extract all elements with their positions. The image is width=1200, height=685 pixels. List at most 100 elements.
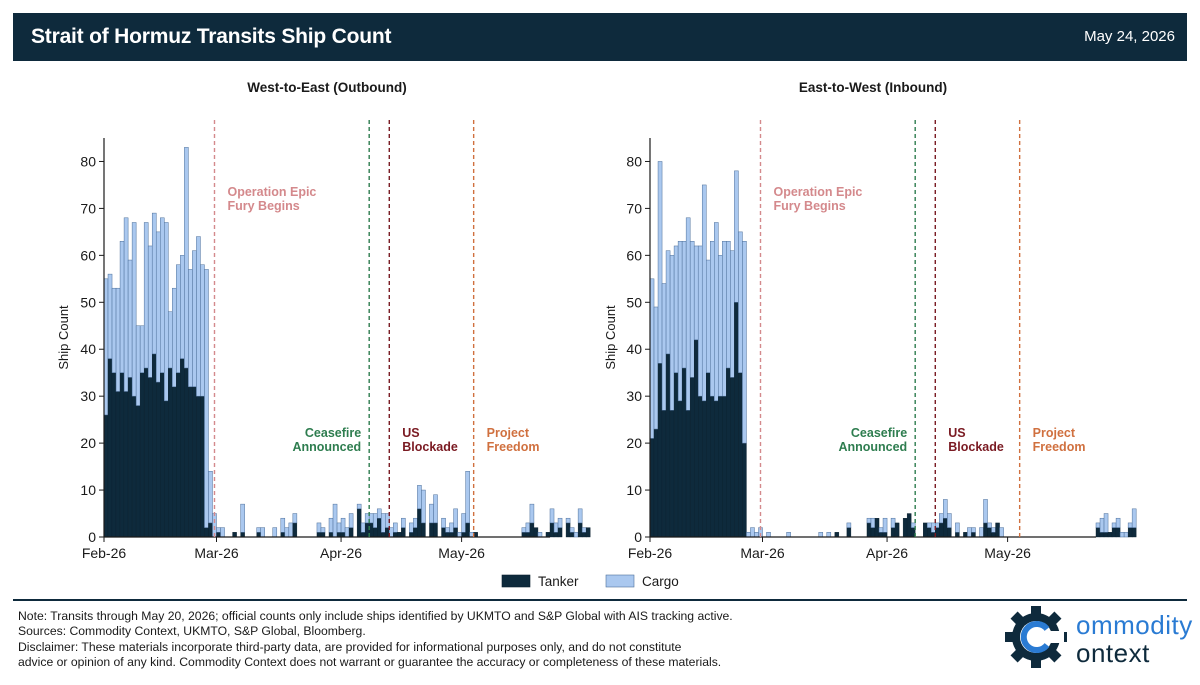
cargo-bar-1 (754, 532, 759, 538)
footer-divider (13, 599, 1187, 601)
cargo-bar-1 (1131, 508, 1137, 528)
event-label-line: Fury Begins (227, 199, 299, 213)
tanker-bar-1 (685, 410, 691, 538)
cargo-bar-0 (465, 471, 470, 524)
tanker-bar-1 (1131, 527, 1137, 538)
cargo-bar-1 (987, 522, 992, 528)
tanker-bar-1 (947, 527, 952, 538)
tanker-bar-0 (168, 367, 173, 538)
chart-title-0: West-to-East (Outbound) (247, 80, 406, 95)
cargo-bar-0 (372, 513, 378, 528)
cargo-bar-0 (360, 522, 366, 533)
tanker-bar-0 (417, 508, 422, 538)
event-label-0: US Blockade (402, 426, 458, 454)
event-label-line: Operation Epic (227, 185, 316, 199)
tanker-bar-1 (689, 377, 695, 538)
cargo-bar-0 (135, 325, 141, 406)
cargo-bar-0 (401, 517, 406, 528)
tanker-bar-0 (164, 400, 169, 538)
cargo-bar-0 (417, 485, 422, 510)
tanker-bar-0 (123, 391, 129, 538)
tanker-bar-1 (657, 363, 663, 538)
tanker-bar-0 (393, 532, 398, 538)
cargo-bar-1 (971, 527, 976, 533)
cargo-bar-0 (525, 522, 531, 533)
tanker-bar-1 (734, 302, 739, 538)
tanker-bar-1 (702, 400, 707, 538)
cargo-bar-1 (697, 245, 703, 397)
tanker-bar-0 (465, 522, 470, 538)
x-tick-label-1: May-26 (984, 545, 1031, 561)
cargo-bar-0 (188, 269, 193, 388)
tanker-bar-1 (894, 522, 900, 538)
tanker-bar-1 (649, 438, 655, 538)
tanker-bar-1 (1099, 532, 1105, 538)
cargo-bar-0 (208, 471, 213, 524)
tanker-bar-0 (336, 532, 342, 538)
cargo-bar-0 (204, 269, 209, 528)
y-tick-label-1: 60 (626, 247, 642, 263)
cargo-bar-1 (681, 241, 687, 369)
cargo-bar-1 (669, 255, 675, 411)
x-tick-label-0: Apr-26 (320, 545, 362, 561)
tanker-bar-0 (200, 395, 205, 538)
cargo-bar-1 (1111, 522, 1117, 528)
cargo-bar-0 (445, 527, 450, 533)
cargo-bar-0 (332, 503, 338, 538)
tanker-bar-1 (718, 395, 723, 538)
tanker-bar-0 (196, 395, 201, 538)
event-label-1: Operation Epic Fury Begins (773, 185, 862, 213)
tanker-bar-1 (661, 410, 667, 538)
event-label-0: Ceasefire Announced (292, 426, 361, 454)
cargo-bar-0 (356, 503, 362, 510)
cargo-bar-0 (449, 522, 454, 533)
cargo-bar-0 (172, 287, 177, 388)
event-label-line: Project (1033, 426, 1076, 440)
cargo-bar-1 (1103, 513, 1109, 533)
chart-title-1: East-to-West (Inbound) (799, 80, 947, 95)
event-label-1: US Blockade (948, 426, 1004, 454)
tanker-bar-1 (874, 518, 880, 538)
cargo-bar-1 (742, 241, 747, 444)
tanker-bar-1 (943, 518, 948, 538)
cargo-bar-0 (220, 527, 225, 538)
tanker-bar-0 (208, 522, 213, 538)
cargo-bar-1 (1127, 522, 1133, 528)
y-tick-label-0: 10 (80, 482, 96, 498)
tanker-bar-0 (147, 377, 153, 538)
tanker-bar-0 (232, 532, 237, 538)
event-label-line: Operation Epic (773, 185, 862, 199)
cargo-bar-1 (722, 241, 727, 397)
event-label-1: Project Freedom (1033, 426, 1086, 454)
tanker-bar-0 (445, 532, 450, 538)
tanker-bar-0 (373, 527, 378, 538)
tanker-bar-0 (401, 527, 406, 538)
cargo-bar-0 (155, 231, 161, 383)
tanker-bar-1 (698, 395, 703, 538)
cargo-bar-0 (139, 325, 145, 373)
y-axis-label-1: Ship Count (603, 305, 618, 370)
cargo-bar-1 (882, 517, 888, 533)
disclaimer-line-2: advice or opinion of any kind. Commodity… (18, 655, 722, 670)
cargo-bar-0 (240, 503, 245, 533)
cargo-bar-0 (336, 522, 342, 533)
tanker-bar-0 (139, 372, 145, 538)
tanker-bar-0 (176, 372, 181, 538)
tanker-bar-1 (730, 377, 735, 538)
tanker-bar-1 (714, 400, 719, 538)
tanker-bar-0 (119, 372, 125, 538)
tanker-bar-1 (669, 410, 675, 538)
tanker-bar-0 (152, 353, 157, 538)
cargo-bar-1 (967, 527, 972, 538)
cargo-bar-0 (380, 513, 386, 533)
y-tick-label-0: 50 (80, 294, 96, 310)
cargo-bar-0 (216, 527, 221, 533)
y-tick-label-1: 80 (626, 153, 642, 169)
legend-swatch-cargo (605, 574, 635, 588)
cargo-bar-0 (537, 532, 543, 538)
x-tick-label-1: Apr-26 (866, 545, 908, 561)
cargo-bar-0 (127, 259, 133, 378)
cargo-bar-1 (750, 527, 755, 538)
cargo-bar-0 (107, 273, 113, 359)
